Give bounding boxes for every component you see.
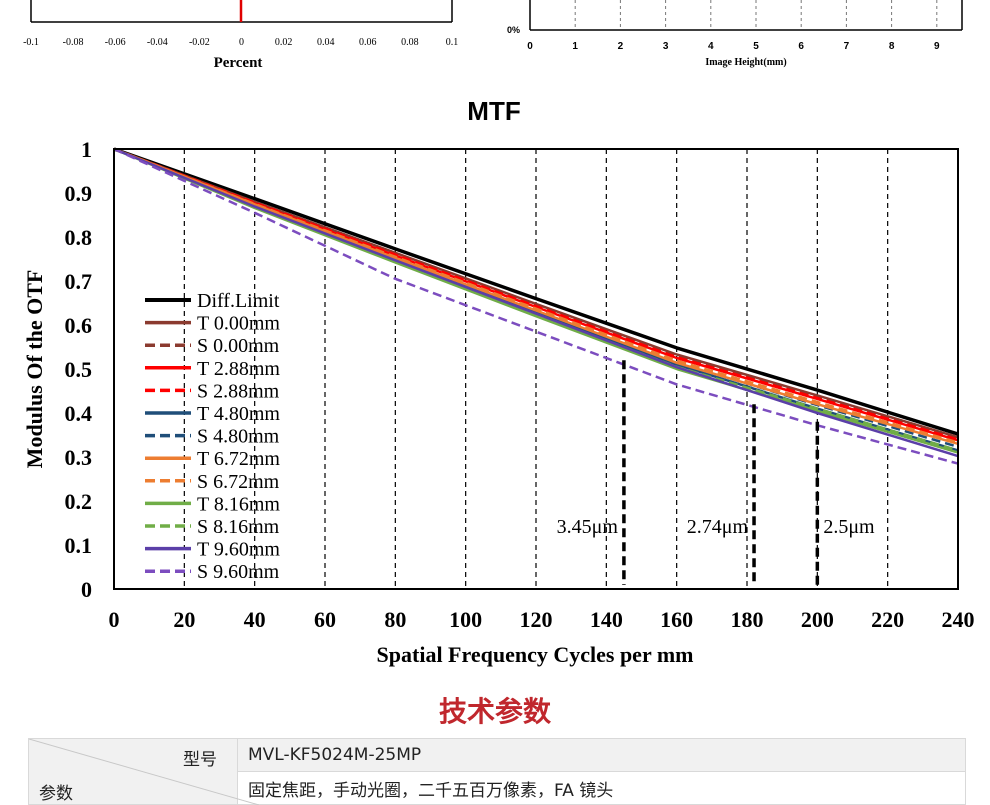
mtf-ylabel: Modulus Of the OTF xyxy=(22,270,47,469)
spec-title: 技术参数 xyxy=(438,696,551,727)
mtf-legend-label: S 0.00mm xyxy=(197,335,280,357)
mtf-annotation-label: 2.5μm xyxy=(823,516,875,538)
spec-header-model-label: 型号 xyxy=(183,750,217,770)
mtf-x-tick: 180 xyxy=(731,607,764,632)
mtf-x-tick: 200 xyxy=(801,607,834,632)
right-chart-x-tick: 7 xyxy=(844,41,850,52)
mtf-annotation-label: 3.45μm xyxy=(557,516,619,538)
mtf-x-tick-labels: 0 20 40 60 80 100 120 140 160 180 200 220 240 xyxy=(109,607,975,632)
mtf-annotations: 3.45μm 2.74μm 2.5μm xyxy=(557,360,875,585)
mtf-legend-label: T 0.00mm xyxy=(197,313,280,335)
mtf-y-tick: 0.7 xyxy=(65,269,93,294)
mtf-x-tick: 160 xyxy=(660,607,693,632)
mtf-y-tick: 0.4 xyxy=(65,401,93,426)
mtf-y-tick-labels: 0 0.1 0.2 0.3 0.4 0.5 0.6 0.7 0.8 0.9 1 xyxy=(65,137,93,602)
left-chart-x-tick: -0.04 xyxy=(147,37,168,48)
left-chart-x-ticks: -0.1 -0.08 -0.06 -0.04 -0.02 0 0.02 0.04 0.06 0.0… xyxy=(23,37,458,48)
mtf-series-line xyxy=(113,147,959,446)
spec-header-params-label: 参数 xyxy=(39,784,73,804)
spec-row-model: 型号 参数 MVL-KF5024M-25MP xyxy=(28,738,966,805)
spec-table: 型号 参数 MVL-KF5024M-25MP 固定焦距，手动光圈，二千五百万像素… xyxy=(28,738,966,805)
mtf-y-tick: 1 xyxy=(81,137,92,162)
mtf-x-tick: 240 xyxy=(942,607,975,632)
left-chart-x-tick: 0.06 xyxy=(359,37,377,48)
mtf-x-tick: 140 xyxy=(590,607,623,632)
mtf-chart-title: MTF xyxy=(467,96,520,126)
right-chart-x-tick: 8 xyxy=(889,41,895,52)
spec-model-value: MVL-KF5024M-25MP xyxy=(237,738,966,772)
right-chart-grid xyxy=(574,0,938,30)
mtf-series-line xyxy=(113,147,959,454)
right-chart-x-tick: 4 xyxy=(708,41,714,52)
left-chart-x-tick: 0.04 xyxy=(317,37,335,48)
mtf-plot-frame xyxy=(113,148,959,590)
left-chart-x-tick: -0.1 xyxy=(23,37,39,48)
right-chart-x-tick: 0 xyxy=(527,41,533,52)
right-chart-xlabel: Image Height(mm) xyxy=(705,57,786,68)
mtf-legend-label: Diff.Limit xyxy=(197,290,280,312)
mtf-x-tick: 20 xyxy=(173,607,195,632)
left-chart-xlabel: Percent xyxy=(214,55,263,71)
mtf-y-tick: 0.6 xyxy=(65,313,93,338)
mtf-legend-label: S 2.88mm xyxy=(197,380,280,402)
right-chart-x-tick: 5 xyxy=(753,41,759,52)
mtf-y-tick: 0.3 xyxy=(65,445,93,470)
left-chart-x-tick: -0.02 xyxy=(189,37,210,48)
mtf-xlabel: Spatial Frequency Cycles per mm xyxy=(377,642,694,667)
right-chart-x-tick: 3 xyxy=(663,41,669,52)
right-chart-y-tick: 0% xyxy=(507,25,520,35)
right-partial-chart: 0% 0 1 2 3 4 5 6 7 8 9 Image Height(mm) xyxy=(507,0,963,68)
spec-header-cell: 型号 参数 xyxy=(28,738,259,805)
right-chart-x-tick: 9 xyxy=(934,41,940,52)
mtf-x-tick: 220 xyxy=(871,607,904,632)
left-chart-x-tick: 0.1 xyxy=(446,37,459,48)
spec-section: 技术参数 型号 参数 MVL-KF5024M-25MP 固定焦距，手动光圈，二千… xyxy=(0,680,990,805)
mtf-legend-label: T 9.60mm xyxy=(197,539,280,561)
right-chart-x-tick: 1 xyxy=(572,41,578,52)
mtf-legend-label: S 4.80mm xyxy=(197,426,280,448)
mtf-y-tick: 0.2 xyxy=(65,489,93,514)
left-chart-x-tick: -0.06 xyxy=(105,37,126,48)
mtf-y-tick: 0.9 xyxy=(65,181,93,206)
mtf-series-line xyxy=(113,147,959,436)
mtf-y-tick: 0.8 xyxy=(65,225,93,250)
mtf-x-tick: 80 xyxy=(384,607,406,632)
spec-description-value: 固定焦距，手动光圈，二千五百万像素，FA 镜头 xyxy=(237,771,966,805)
mtf-y-tick: 0.5 xyxy=(65,357,93,382)
left-chart-x-tick: 0.02 xyxy=(275,37,293,48)
right-chart-x-ticks: 0 1 2 3 4 5 6 7 8 9 xyxy=(527,41,940,52)
left-partial-chart: -0.1 -0.08 -0.06 -0.04 -0.02 0 0.02 0.04 0.06 0.0… xyxy=(23,0,458,71)
mtf-y-tick: 0.1 xyxy=(65,533,93,558)
mtf-series-line xyxy=(113,147,959,441)
left-chart-x-tick: 0.08 xyxy=(401,37,419,48)
mtf-x-tick: 100 xyxy=(449,607,482,632)
mtf-x-tick: 120 xyxy=(520,607,553,632)
mtf-series-line xyxy=(113,147,959,458)
mtf-legend-label: S 8.16mm xyxy=(197,516,280,538)
mtf-x-tick: 40 xyxy=(244,607,266,632)
mtf-x-tick: 0 xyxy=(109,607,120,632)
mtf-annotation-label: 2.74μm xyxy=(687,516,749,538)
mtf-series xyxy=(113,147,959,465)
mtf-legend-label: S 9.60mm xyxy=(197,561,280,583)
left-chart-x-tick: 0 xyxy=(239,37,244,48)
mtf-legend-label: T 8.16mm xyxy=(197,493,280,515)
mtf-legend-label: T 2.88mm xyxy=(197,358,280,380)
mtf-legend-label: T 6.72mm xyxy=(197,448,280,470)
mtf-legend-label: T 4.80mm xyxy=(197,403,280,425)
spec-header-diagonal xyxy=(29,739,259,805)
mtf-series-line xyxy=(113,147,959,444)
left-chart-x-tick: -0.08 xyxy=(63,37,84,48)
right-chart-x-tick: 6 xyxy=(798,41,804,52)
mtf-y-tick: 0 xyxy=(81,577,92,602)
right-chart-x-tick: 2 xyxy=(618,41,624,52)
mtf-legend-label: S 6.72mm xyxy=(197,471,280,493)
mtf-x-tick: 60 xyxy=(314,607,336,632)
top-partial-charts: -0.1 -0.08 -0.06 -0.04 -0.02 0 0.02 0.04 0.06 0.0… xyxy=(23,0,963,71)
